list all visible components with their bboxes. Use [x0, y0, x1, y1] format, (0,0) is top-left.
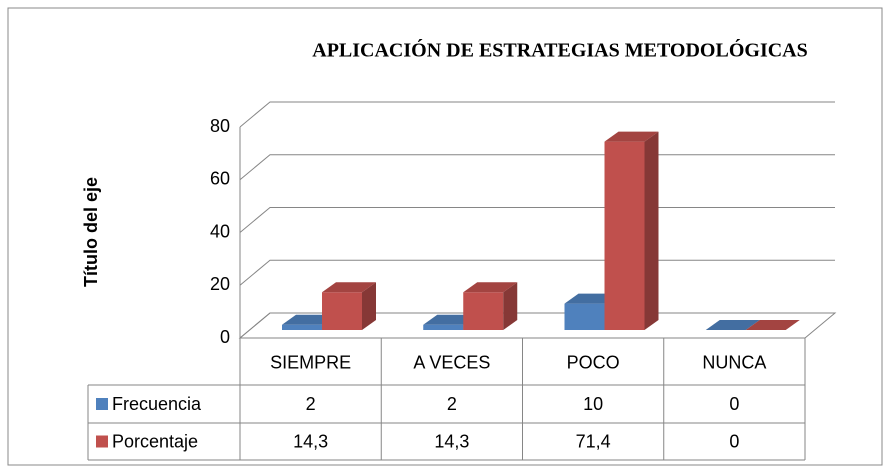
- table-value: 2: [306, 394, 316, 414]
- bar-face: [463, 282, 518, 293]
- y-tick-label: 40: [210, 221, 230, 241]
- y-tick-label: 20: [210, 274, 230, 294]
- table-value: 14,3: [293, 431, 328, 451]
- bar-face: [604, 141, 645, 330]
- table-value: 0: [729, 431, 739, 451]
- bar: [604, 131, 659, 330]
- bar: [463, 282, 518, 330]
- grid-line: [239, 101, 835, 128]
- bar-face: [503, 282, 518, 330]
- bar: [745, 320, 800, 330]
- y-tick-label: 60: [210, 169, 230, 189]
- y-tick-label: 0: [220, 327, 230, 347]
- x-tick-label: SIEMPRE: [270, 352, 351, 372]
- bar-face: [362, 282, 376, 330]
- bar: [322, 282, 376, 330]
- bar-face: [322, 292, 362, 330]
- bar-face: [564, 303, 605, 330]
- table-value: 71,4: [576, 431, 611, 451]
- chart-title: APLICACIÓN DE ESTRATEGIAS METODOLÓGICAS: [312, 38, 807, 62]
- y-axis-title: Título del eje: [81, 177, 101, 287]
- x-tick-label: NUNCA: [702, 352, 766, 372]
- bar-face: [282, 324, 322, 330]
- legend-label: Porcentaje: [112, 431, 198, 451]
- table-value: 2: [447, 394, 457, 414]
- bar-face: [423, 324, 464, 330]
- legend-label: Frecuencia: [112, 394, 202, 414]
- legend-swatch: [96, 398, 108, 410]
- bar-face: [604, 131, 659, 142]
- y-tick-label: 80: [210, 116, 230, 136]
- bar-face: [644, 131, 659, 330]
- bar-face: [745, 320, 800, 330]
- x-tick-label: POCO: [567, 352, 620, 372]
- bar-face: [322, 282, 376, 293]
- table-value: 0: [729, 394, 739, 414]
- chart-border: [7, 7, 883, 466]
- table-value: 10: [583, 394, 603, 414]
- table-value: 14,3: [434, 431, 469, 451]
- bar-face: [705, 320, 760, 330]
- bar-face: [463, 292, 504, 330]
- bar: [705, 320, 760, 330]
- x-tick-label: A VECES: [413, 352, 490, 372]
- legend-swatch: [96, 435, 108, 448]
